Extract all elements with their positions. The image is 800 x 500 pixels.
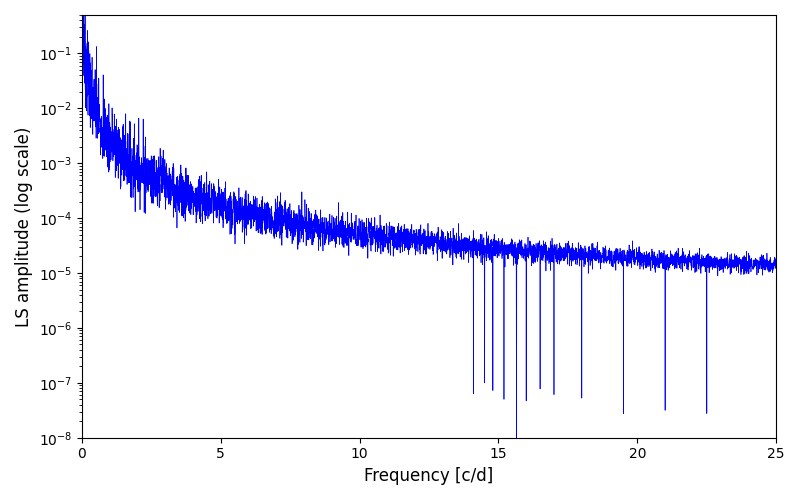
Y-axis label: LS amplitude (log scale): LS amplitude (log scale) xyxy=(15,126,33,326)
X-axis label: Frequency [c/d]: Frequency [c/d] xyxy=(364,467,494,485)
